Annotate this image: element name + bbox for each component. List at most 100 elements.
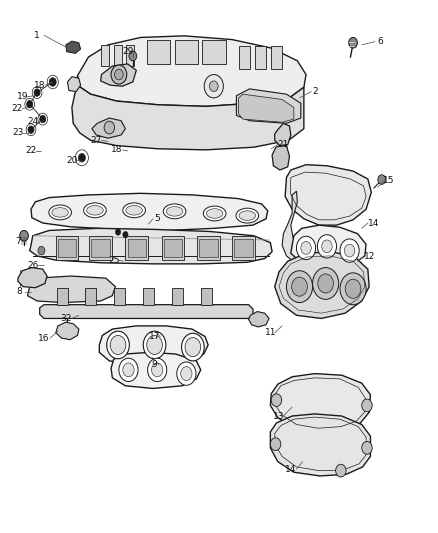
Circle shape [111,65,127,84]
Ellipse shape [203,206,226,221]
Text: 14: 14 [285,465,297,473]
Polygon shape [249,312,269,327]
Circle shape [38,246,45,255]
Circle shape [107,331,129,359]
Polygon shape [282,191,297,261]
Polygon shape [114,45,122,66]
Polygon shape [101,64,136,86]
Circle shape [181,367,192,381]
Text: 25: 25 [108,256,120,265]
Text: 1: 1 [34,31,40,40]
Circle shape [349,37,357,48]
Ellipse shape [52,208,68,217]
Circle shape [40,115,46,123]
Text: 29: 29 [122,47,133,56]
Circle shape [340,239,359,262]
Ellipse shape [236,208,258,223]
Circle shape [322,240,332,253]
Polygon shape [114,288,124,305]
Polygon shape [272,146,290,170]
Circle shape [182,333,204,361]
Polygon shape [67,77,81,92]
Circle shape [148,358,167,382]
Circle shape [301,241,311,254]
Circle shape [78,154,85,162]
Circle shape [49,78,56,86]
Circle shape [313,268,339,300]
Polygon shape [270,414,371,476]
Polygon shape [92,118,125,138]
Polygon shape [56,322,79,340]
Circle shape [34,89,40,96]
Circle shape [297,236,316,260]
Polygon shape [28,276,116,303]
Polygon shape [127,239,146,257]
Polygon shape [126,45,134,66]
Circle shape [362,441,372,454]
Text: 24: 24 [27,117,39,126]
Text: 7: 7 [15,237,21,246]
Polygon shape [199,239,218,257]
Circle shape [362,399,372,412]
Text: 19: 19 [17,92,28,101]
Text: 21: 21 [278,140,289,149]
Text: 17: 17 [149,332,160,341]
Polygon shape [89,236,112,260]
Ellipse shape [206,209,223,218]
Polygon shape [201,288,212,305]
Circle shape [28,126,34,133]
Circle shape [286,271,313,303]
Polygon shape [237,89,301,123]
Polygon shape [66,41,81,53]
Circle shape [378,175,386,184]
Circle shape [271,394,282,407]
Text: 9: 9 [152,360,158,369]
Text: 22: 22 [11,104,22,113]
Polygon shape [72,76,304,150]
Text: 27: 27 [91,136,102,145]
Polygon shape [111,352,201,389]
Polygon shape [270,374,371,432]
Polygon shape [143,288,154,305]
Text: 5: 5 [154,214,160,223]
Ellipse shape [166,207,183,216]
Polygon shape [275,252,369,318]
Polygon shape [254,46,266,69]
Ellipse shape [126,206,142,215]
Polygon shape [56,236,78,260]
Circle shape [345,279,361,298]
Text: 18: 18 [111,146,123,155]
Polygon shape [18,268,47,288]
Polygon shape [40,305,253,318]
Ellipse shape [163,204,186,219]
Polygon shape [99,326,208,365]
Circle shape [143,331,166,359]
Polygon shape [234,239,253,257]
Text: 14: 14 [368,219,379,228]
Circle shape [292,277,307,296]
Circle shape [318,274,333,293]
Text: 22: 22 [25,147,37,156]
Text: 13: 13 [273,411,285,421]
Polygon shape [147,39,170,64]
Polygon shape [175,39,198,64]
Polygon shape [239,46,250,69]
Polygon shape [125,236,148,260]
Circle shape [209,81,218,92]
Text: 32: 32 [60,314,71,323]
Circle shape [204,75,223,98]
Ellipse shape [84,203,106,217]
Polygon shape [271,46,282,69]
Polygon shape [102,45,110,66]
Circle shape [119,358,138,382]
Text: 18: 18 [34,80,46,90]
Polygon shape [275,123,291,146]
Text: 11: 11 [265,328,276,337]
Text: 2: 2 [312,87,318,96]
Circle shape [20,230,28,241]
Circle shape [185,337,201,357]
Polygon shape [202,39,226,64]
Polygon shape [162,236,184,260]
Polygon shape [58,239,76,257]
Circle shape [152,363,163,377]
